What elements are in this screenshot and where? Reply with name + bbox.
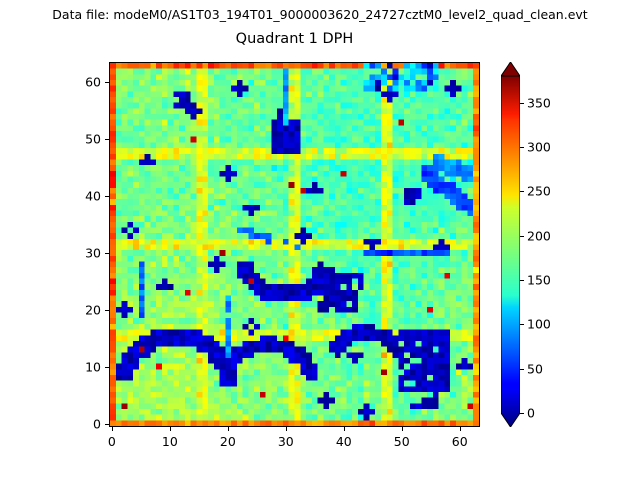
x-tick-label: 20 (219, 434, 236, 449)
colorbar-tick-mark (520, 413, 524, 414)
colorbar-tick-mark (520, 146, 524, 148)
colorbar-tick-label: 200 (527, 228, 551, 244)
x-tick-label: 50 (393, 434, 410, 449)
y-tick-mark (105, 310, 109, 312)
y-tick-label: 60 (85, 74, 101, 90)
x-tick-mark (285, 427, 287, 431)
colorbar-tick-label: 300 (527, 139, 551, 155)
colorbar-tick-mark (520, 279, 524, 281)
x-tick-mark (169, 427, 171, 431)
colorbar-tick-mark (520, 368, 524, 370)
x-tick-mark (111, 427, 113, 431)
y-tick-label: 50 (85, 131, 101, 147)
colorbar-tick-mark (520, 191, 524, 193)
colorbar-tick-label: 250 (527, 183, 551, 199)
y-tick-mark (105, 138, 109, 140)
x-tick-mark (459, 427, 461, 431)
x-tick-label: 0 (107, 434, 116, 449)
y-tick-mark (105, 424, 109, 426)
x-tick-mark (401, 427, 403, 431)
plot-title: Quadrant 1 DPH (235, 31, 354, 47)
y-tick-mark (105, 196, 109, 198)
y-tick-label: 10 (85, 359, 101, 375)
data-file-label: Data file: modeM0/AS1T03_194T01_90000036… (52, 7, 588, 22)
x-tick-mark (343, 427, 345, 431)
y-tick-label: 40 (85, 188, 101, 204)
y-tick-label: 30 (85, 245, 101, 261)
y-tick-label: 0 (93, 416, 101, 432)
x-tick-label: 40 (335, 434, 352, 449)
colorbar-gradient (501, 62, 520, 427)
x-tick-label: 30 (277, 434, 294, 449)
colorbar-tick-label: 0 (527, 405, 535, 421)
colorbar-tick-label: 150 (527, 272, 551, 288)
heatmap-axes (109, 62, 480, 427)
y-tick-mark (105, 81, 109, 83)
y-tick-mark (105, 367, 109, 369)
x-tick-label: 60 (451, 434, 468, 449)
colorbar-tick-mark (520, 235, 524, 237)
x-tick-mark (227, 427, 229, 431)
colorbar: 0 50 100 150 200 250 300 350 (501, 62, 551, 427)
colorbar-tick-mark (520, 324, 524, 326)
colorbar-tick-mark (520, 102, 524, 104)
colorbar-tick-label: 50 (527, 361, 543, 377)
detector-heatmap-image (110, 63, 479, 426)
colorbar-tick-label: 100 (527, 316, 551, 332)
x-tick-label: 10 (161, 434, 178, 449)
y-tick-mark (105, 253, 109, 255)
colorbar-tick-label: 350 (527, 95, 551, 111)
y-tick-label: 20 (85, 302, 101, 318)
